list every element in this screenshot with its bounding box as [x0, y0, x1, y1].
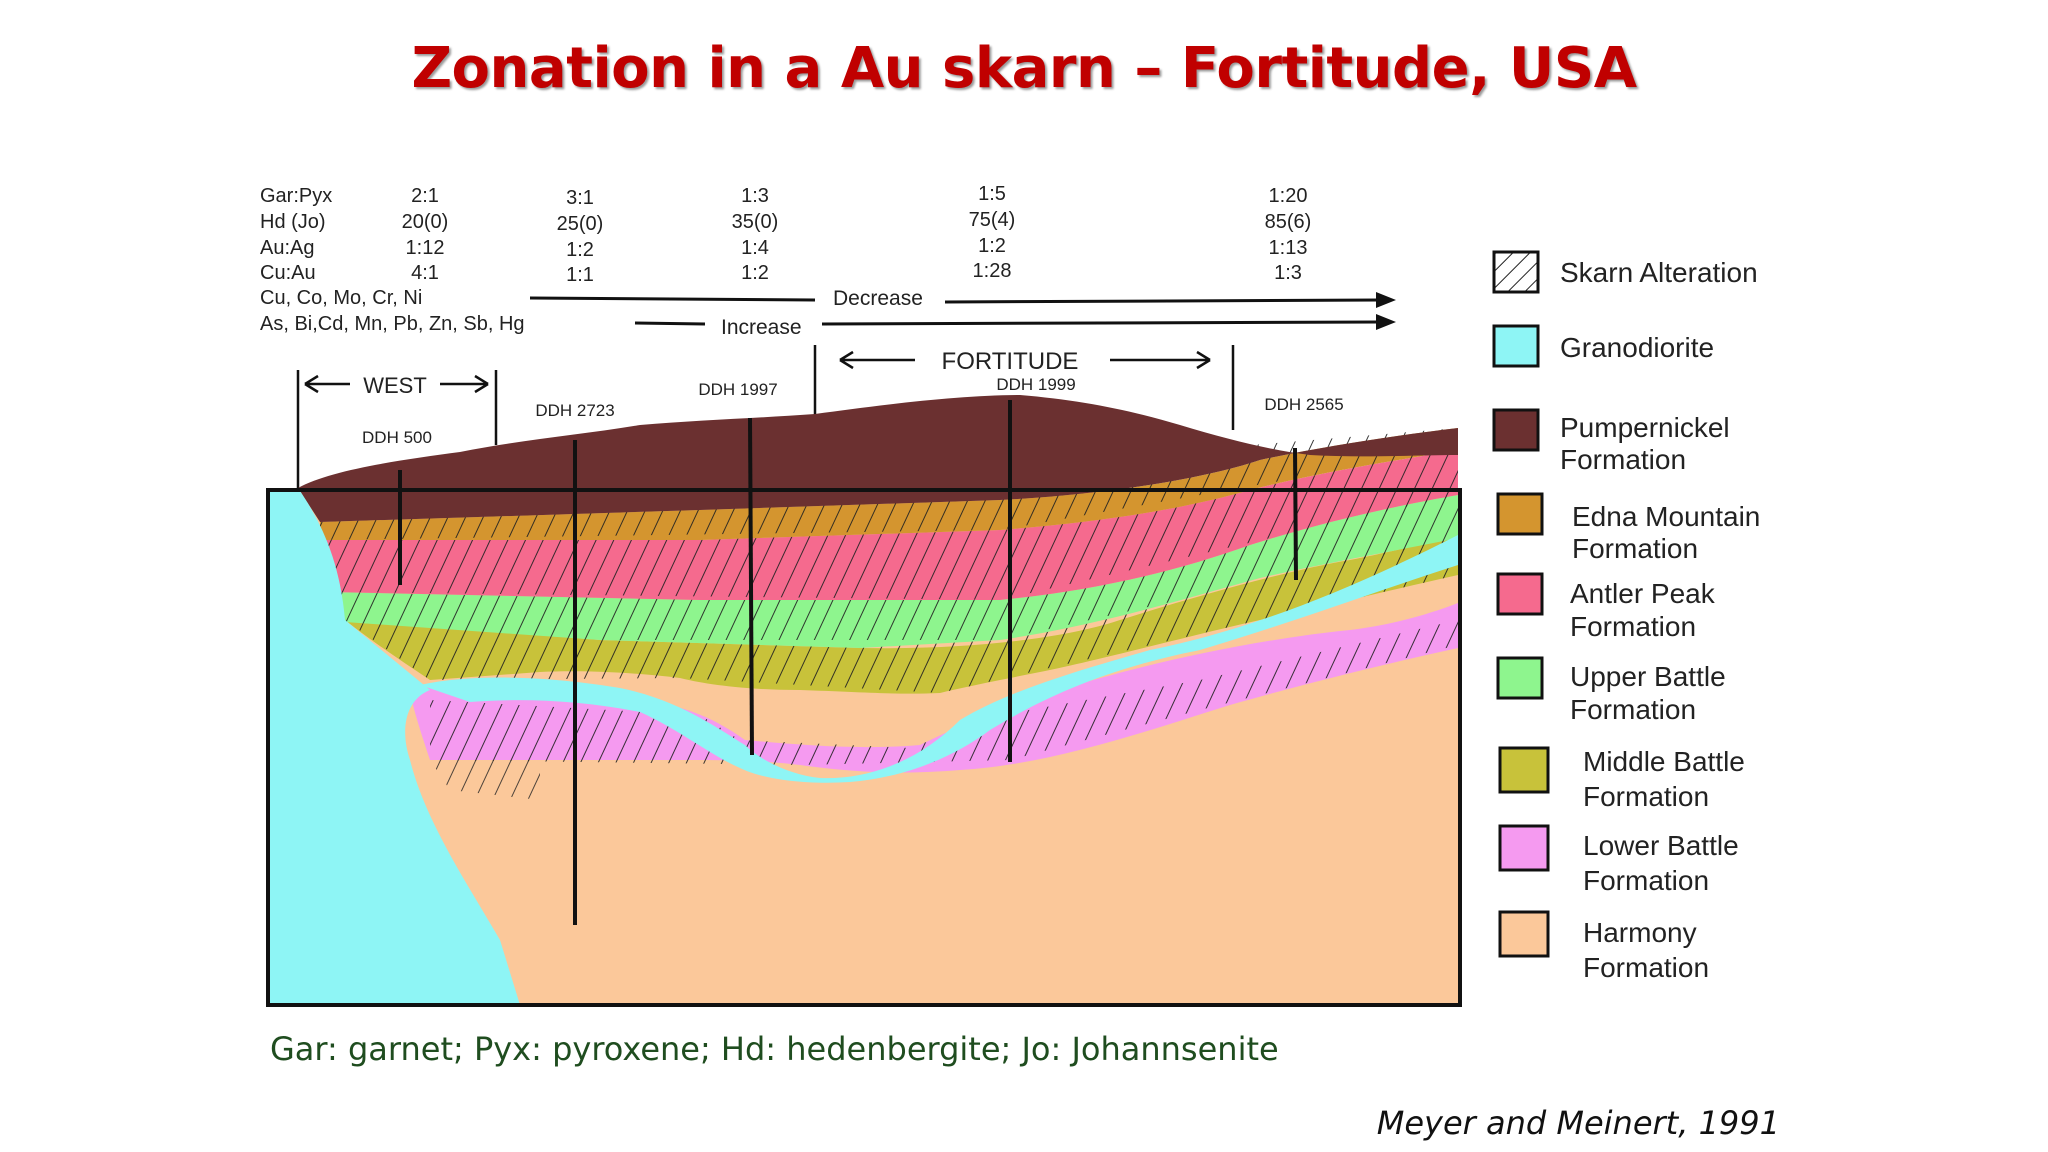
legend-label: Formation — [1583, 952, 1709, 983]
west-arrow-right — [440, 374, 489, 394]
ratio-value: 3:1 — [566, 187, 594, 209]
ratio-value: 1:3 — [1274, 262, 1302, 284]
legend-swatch-skarn — [1492, 250, 1540, 294]
ratio-value: 4:1 — [411, 262, 439, 284]
legend: Skarn Alteration Granodiorite Pumpernick… — [1492, 250, 1760, 983]
legend-swatch-harmony — [1498, 910, 1550, 958]
drill-hole-line — [748, 417, 754, 756]
legend-label: Antler Peak — [1570, 578, 1716, 609]
legend-label: Skarn Alteration — [1560, 257, 1758, 288]
increase-line-right — [821, 320, 1381, 326]
ratio-value: 1:2 — [741, 262, 769, 284]
west-label: WEST — [363, 373, 427, 398]
ratio-value: 1:2 — [978, 235, 1006, 257]
granodiorite-sill — [420, 535, 1458, 783]
ratio-value: 1:1 — [566, 264, 594, 286]
ratio-value: 1:2 — [566, 239, 594, 261]
legend-label: Middle Battle — [1583, 746, 1745, 777]
ratio-label: Hd (Jo) — [260, 211, 326, 233]
ratio-labels: Gar:Pyx Hd (Jo) Au:Ag Cu:Au Cu, Co, Mo, … — [260, 185, 525, 335]
increase-arrowhead — [1376, 314, 1396, 330]
legend-swatch-granodiorite — [1492, 324, 1540, 368]
abbreviation-footnote: Gar: garnet; Pyx: pyroxene; Hd: hedenber… — [270, 1030, 1279, 1068]
legend-label: Formation — [1583, 781, 1709, 812]
ratio-value: 1:5 — [978, 183, 1006, 205]
legend-swatch-edna-mountain — [1496, 492, 1544, 536]
ratio-value: 85(6) — [1265, 211, 1312, 233]
ratio-value: 25(0) — [557, 213, 604, 235]
drill-hole-label: DDH 1997 — [698, 380, 777, 399]
legend-label: Formation — [1572, 533, 1698, 564]
ratio-value: 1:12 — [406, 237, 445, 259]
legend-label: Granodiorite — [1560, 332, 1714, 363]
legend-label: Formation — [1560, 444, 1686, 475]
ratio-label: Au:Ag — [260, 237, 314, 259]
increase-label: Increase — [721, 316, 802, 339]
skarn-hatch-harmony — [430, 760, 540, 800]
ratio-value: 75(4) — [969, 209, 1016, 231]
trend-arrows: Decrease Increase — [529, 287, 1396, 339]
drill-hole-label: DDH 2723 — [535, 401, 614, 420]
fortitude-label: FORTITUDE — [942, 348, 1079, 375]
ratio-label: Gar:Pyx — [260, 185, 332, 207]
legend-swatch-antler-peak — [1496, 572, 1544, 616]
legend-label: Formation — [1570, 611, 1696, 642]
decrease-line-left — [529, 296, 816, 302]
drill-hole-label: DDH 1999 — [996, 375, 1075, 394]
ratio-value: 1:20 — [1269, 185, 1308, 207]
ratio-value: 1:13 — [1269, 237, 1308, 259]
drill-hole-line — [1293, 447, 1298, 581]
drill-hole-label: DDH 2565 — [1264, 395, 1343, 414]
ratio-value: 1:28 — [973, 260, 1012, 282]
cross-section — [266, 395, 1462, 1007]
decrease-line-right — [944, 298, 1381, 304]
ratio-label: As, Bi,Cd, Mn, Pb, Zn, Sb, Hg — [260, 313, 525, 335]
legend-label: Lower Battle — [1583, 830, 1739, 861]
increase-line-left — [634, 321, 706, 326]
fortitude-arrow-right — [1110, 350, 1211, 370]
drill-hole-label: DDH 500 — [362, 428, 432, 447]
fortitude-arrow-left — [839, 350, 915, 370]
decrease-label: Decrease — [833, 287, 923, 310]
legend-swatch-lower-battle — [1498, 824, 1550, 872]
ratio-value: 35(0) — [732, 211, 779, 233]
legend-swatch-pumpernickel — [1492, 408, 1540, 452]
ratio-label: Cu:Au — [260, 262, 316, 284]
west-arrow-left — [304, 374, 350, 394]
drill-hole-labels: DDH 500 DDH 2723 DDH 1997 DDH 1999 DDH 2… — [362, 375, 1344, 447]
legend-label: Harmony — [1583, 917, 1697, 948]
legend-swatch-middle-battle — [1498, 746, 1550, 794]
legend-label: Pumpernickel — [1560, 412, 1730, 443]
drill-hole-lines — [398, 400, 1298, 925]
ratio-label: Cu, Co, Mo, Cr, Ni — [260, 287, 422, 309]
decrease-arrowhead — [1376, 292, 1396, 308]
legend-label: Edna Mountain — [1572, 501, 1760, 532]
ratio-value: 20(0) — [402, 211, 449, 233]
legend-label: Formation — [1570, 694, 1696, 725]
section-frame — [266, 488, 1462, 1007]
citation: Meyer and Meinert, 1991 — [1376, 1104, 1780, 1142]
legend-label: Formation — [1583, 865, 1709, 896]
legend-label: Upper Battle — [1570, 661, 1726, 692]
ratio-value: 2:1 — [411, 185, 439, 207]
ratio-value: 1:4 — [741, 237, 769, 259]
slide-title: Zonation in a Au skarn – Fortitude, USA — [411, 36, 1637, 101]
ratio-value: 1:3 — [741, 185, 769, 207]
legend-swatch-upper-battle — [1496, 656, 1544, 700]
granodiorite — [268, 488, 520, 1005]
ratio-columns: 2:1 20(0) 1:12 4:1 3:1 25(0) 1:2 1:1 1:3… — [402, 183, 1312, 286]
zone-brackets — [296, 345, 1235, 488]
